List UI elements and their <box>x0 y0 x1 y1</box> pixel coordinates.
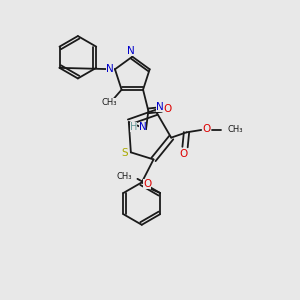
Text: O: O <box>202 124 211 134</box>
Text: N: N <box>155 102 163 112</box>
Text: CH₃: CH₃ <box>117 172 132 181</box>
Text: CH₃: CH₃ <box>227 125 243 134</box>
Text: O: O <box>179 148 188 158</box>
Text: O: O <box>164 104 172 114</box>
Text: N: N <box>106 64 113 74</box>
Text: O: O <box>143 179 151 189</box>
Text: S: S <box>121 148 128 158</box>
Text: CH₃: CH₃ <box>101 98 117 107</box>
Text: N: N <box>139 122 146 132</box>
Text: H: H <box>130 122 137 132</box>
Text: N: N <box>127 46 135 56</box>
